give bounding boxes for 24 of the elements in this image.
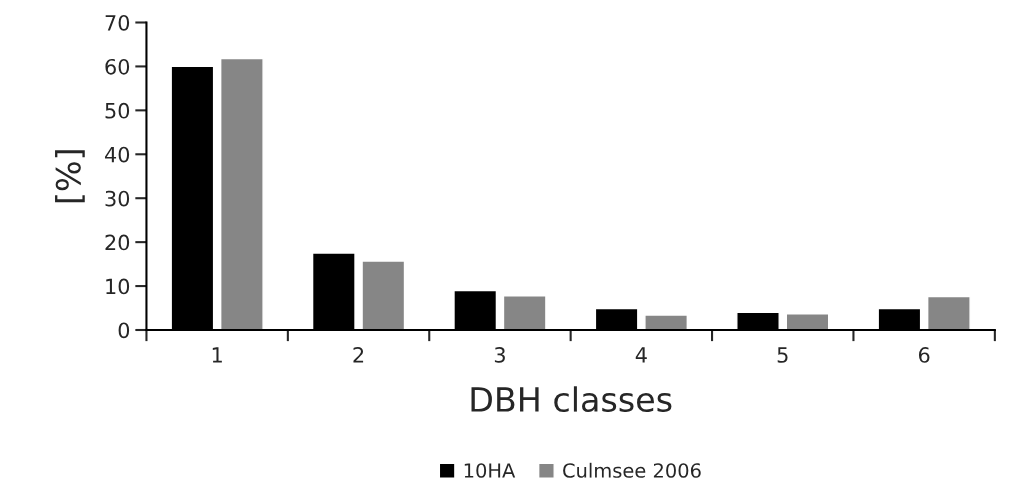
bar <box>785 313 830 330</box>
bar <box>644 314 688 330</box>
y-tick-label: 60 <box>105 58 130 75</box>
y-tick-label: 0 <box>118 322 130 339</box>
legend-label: Culmsee 2006 <box>563 462 701 478</box>
bar <box>926 295 971 330</box>
bar <box>219 57 264 330</box>
y-tick-label: 40 <box>104 146 130 163</box>
bar <box>361 260 406 330</box>
y-tick-label: 50 <box>105 102 130 119</box>
y-tick-label: 10 <box>106 278 130 295</box>
x-tick-label: 2 <box>353 347 364 363</box>
x-axis-title: DBH classes <box>471 386 672 413</box>
bar <box>502 295 547 330</box>
x-tick-label: 1 <box>212 347 222 363</box>
legend-label: 10HA <box>464 463 516 478</box>
y-tick-label: 30 <box>105 190 130 207</box>
y-tick-label: 70 <box>105 14 130 31</box>
y-tick-label: 20 <box>105 234 130 251</box>
x-tick-label: 6 <box>918 347 930 363</box>
x-tick-label: 5 <box>777 347 788 363</box>
x-tick-label: 4 <box>635 347 647 363</box>
y-axis-title: [%] <box>55 150 85 203</box>
x-tick-label: 3 <box>494 347 505 363</box>
